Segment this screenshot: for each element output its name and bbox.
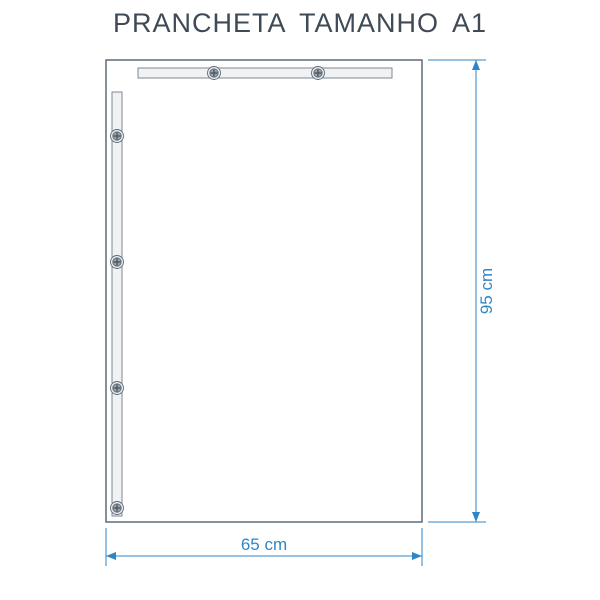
top-screw-1 [312,67,325,80]
dim-arrow [412,552,422,560]
dim-arrow [106,552,116,560]
page-title-text: PRANCHETA TAMANHO A1 [113,8,487,38]
page-title: PRANCHETA TAMANHO A1 [0,8,600,39]
top-screw-0 [208,67,221,80]
left-strip [112,92,122,516]
dim-arrow [472,60,480,70]
top-strip [138,68,392,78]
side-screw-1 [111,256,124,269]
board-outline [106,60,422,522]
dim-label-height: 95 cm [477,268,496,314]
side-screw-3 [111,502,124,515]
dim-arrow [472,512,480,522]
dimension-drawing: 65 cm 95 cm [0,0,600,600]
side-screw-2 [111,382,124,395]
side-screw-0 [111,130,124,143]
dim-label-width: 65 cm [241,535,287,554]
